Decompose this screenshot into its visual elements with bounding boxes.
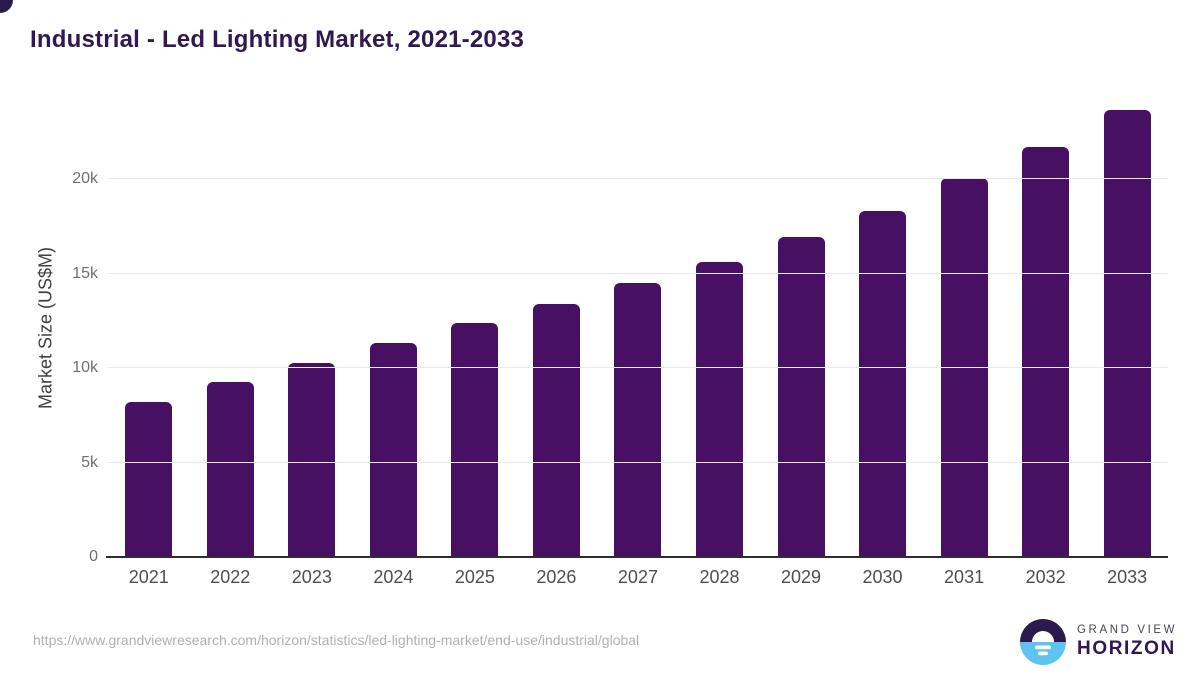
source-url: https://www.grandviewresearch.com/horizo… — [33, 632, 640, 648]
gridline-10k — [108, 367, 1168, 369]
y-tick-label-5k: 5k — [81, 453, 98, 471]
bar-slot-2033 — [1086, 100, 1168, 557]
bar-slot-2021 — [108, 100, 190, 557]
x-tick-label-2027: 2027 — [617, 567, 658, 587]
x-tick-label-2025: 2025 — [454, 567, 495, 587]
bar-2029 — [777, 236, 825, 557]
y-tick-label-0: 0 — [89, 548, 98, 565]
bar-2025 — [451, 322, 499, 557]
x-tick-label-2029: 2029 — [780, 567, 822, 587]
x-tick-label-2024: 2024 — [373, 567, 414, 587]
bar-2022 — [206, 382, 254, 557]
brand-logo-text: GRAND VIEW HORIZON — [1077, 624, 1177, 659]
logo-text-grand-view: GRAND VIEW — [1077, 624, 1178, 637]
x-tick-label-2023: 2023 — [291, 567, 332, 587]
x-axis-line — [106, 556, 1168, 558]
x-tick-label-2030: 2030 — [862, 567, 903, 587]
bar-slot-2023 — [271, 100, 353, 557]
bar-slot-2027 — [597, 100, 679, 557]
y-tick-label-20k: 20k — [72, 170, 98, 188]
x-tick-label-2032: 2032 — [1025, 567, 1066, 587]
gridline-5k — [108, 461, 1168, 463]
bar-2028 — [695, 262, 743, 557]
bar-slot-2022 — [190, 100, 272, 557]
x-tick-label-2021: 2021 — [128, 567, 169, 587]
x-axis-labels: 2021 2022 2023 2024 2025 2026 2027 2028 2029 2030… — [108, 567, 1168, 588]
bar-2032 — [1022, 147, 1070, 557]
bar-slot-2031 — [923, 100, 1005, 557]
bar-slot-2030 — [842, 100, 924, 557]
bar-slot-2024 — [353, 100, 435, 557]
y-tick-label-10k: 10k — [72, 359, 98, 377]
bar-slot-2028 — [679, 100, 761, 557]
bar-slot-2025 — [434, 100, 516, 557]
bar-2023 — [288, 363, 336, 557]
gridline-20k — [108, 178, 1168, 180]
bar-slot-2026 — [516, 100, 598, 557]
bar-2021 — [125, 402, 173, 557]
x-tick-label-2022: 2022 — [210, 567, 251, 587]
brand-logo: GRAND VIEW HORIZON — [1020, 619, 1177, 665]
bar-slot-2029 — [760, 100, 842, 557]
bar-2030 — [859, 211, 907, 557]
bars-container — [108, 100, 1168, 557]
x-tick-label-2033: 2033 — [1107, 567, 1148, 587]
bar-2033 — [1103, 110, 1151, 557]
chart-title: Industrial - Led Lighting Market, 2021-2… — [30, 26, 525, 53]
x-tick-label-2031: 2031 — [944, 567, 985, 587]
gridline-15k — [108, 272, 1168, 274]
bar-2027 — [614, 283, 662, 557]
bar-slot-2032 — [1005, 100, 1087, 557]
logo-text-horizon: HORIZON — [1077, 637, 1176, 659]
plot-area: 0 5k 10k 15k 20k — [72, 100, 1168, 565]
horizon-sun-icon — [1020, 619, 1066, 665]
x-tick-label-2026: 2026 — [536, 567, 577, 587]
bar-2024 — [369, 342, 417, 557]
x-tick-label-2028: 2028 — [699, 567, 740, 587]
corner-artifact — [0, 0, 13, 13]
y-tick-label-15k: 15k — [72, 264, 98, 282]
bar-2026 — [532, 303, 580, 557]
y-axis-title: Market Size (US$M) — [35, 246, 56, 410]
